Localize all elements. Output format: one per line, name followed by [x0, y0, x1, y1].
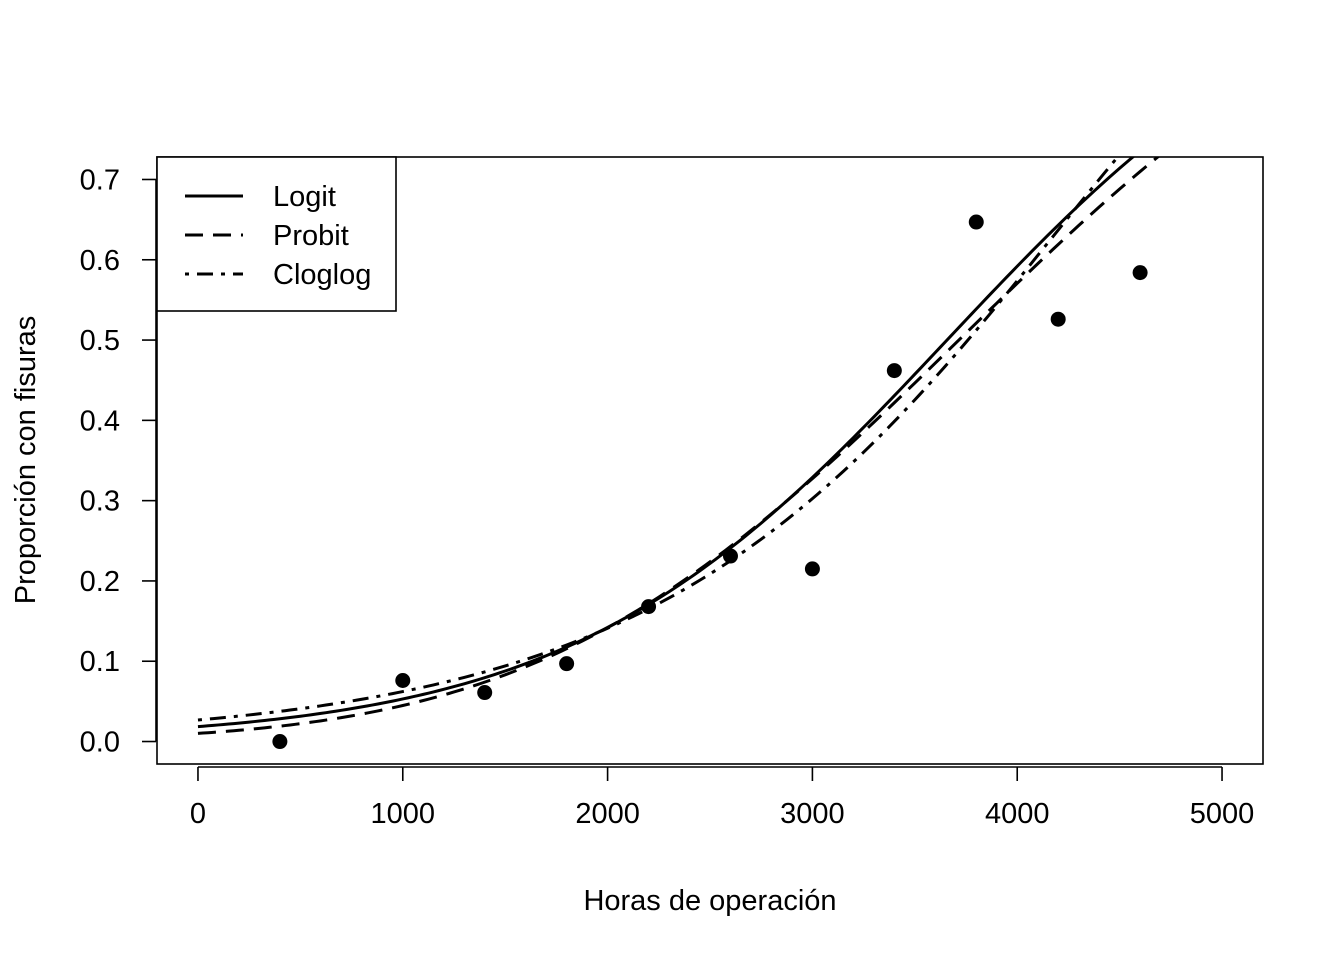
fitted-curves	[197, 157, 1161, 735]
data-point	[804, 561, 820, 577]
data-point	[272, 734, 288, 750]
y-axis-title: Proporción con fisuras	[10, 316, 42, 605]
curve-cloglog	[197, 157, 1120, 722]
y-tick-label: 0.2	[80, 566, 120, 598]
data-point	[1132, 265, 1148, 281]
data-point	[886, 363, 902, 379]
y-tick-label: 0.6	[80, 245, 120, 277]
data-point	[395, 672, 411, 688]
y-tick-label: 0.1	[80, 646, 120, 678]
legend-label-cloglog: Cloglog	[273, 259, 371, 291]
x-tick-label: 0	[190, 798, 206, 830]
x-tick-label: 5000	[1190, 798, 1255, 830]
data-point	[559, 656, 575, 672]
y-tick-label: 0.5	[80, 325, 120, 357]
x-tick-label: 4000	[985, 798, 1050, 830]
y-tick-label: 0.7	[80, 164, 120, 196]
y-tick-label: 0.4	[80, 405, 120, 437]
data-point	[1050, 311, 1066, 327]
x-tick-label: 3000	[780, 798, 845, 830]
y-axis: 0.0 0.1 0.2 0.3 0.4 0.5 0.6 0.7	[80, 164, 157, 759]
x-axis: 0 1000 2000 3000 4000 5000	[190, 766, 1255, 830]
legend-label-logit: Logit	[273, 181, 336, 213]
data-point	[968, 214, 984, 230]
y-tick-label: 0.0	[80, 727, 120, 759]
data-point	[477, 685, 493, 701]
y-tick-label: 0.3	[80, 486, 120, 518]
x-tick-label: 2000	[575, 798, 640, 830]
x-axis-title: Horas de operación	[583, 885, 836, 917]
observed-points	[272, 214, 1148, 750]
data-point	[641, 599, 657, 615]
data-point	[722, 548, 738, 564]
curve-probit	[197, 157, 1161, 735]
plot-frame	[156, 156, 1264, 765]
legend: Logit Probit Cloglog	[156, 156, 397, 312]
x-tick-label: 1000	[371, 798, 436, 830]
legend-label-probit: Probit	[273, 220, 349, 252]
